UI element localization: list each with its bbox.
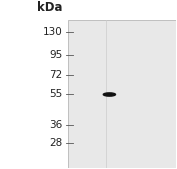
- Text: 95: 95: [49, 50, 62, 60]
- Text: kDa: kDa: [37, 1, 62, 14]
- Text: 72: 72: [49, 70, 62, 80]
- Text: 28: 28: [49, 138, 62, 148]
- Text: 36: 36: [49, 120, 62, 130]
- Ellipse shape: [103, 93, 116, 96]
- FancyBboxPatch shape: [68, 20, 176, 168]
- Text: 130: 130: [43, 27, 62, 37]
- Text: 55: 55: [49, 90, 62, 100]
